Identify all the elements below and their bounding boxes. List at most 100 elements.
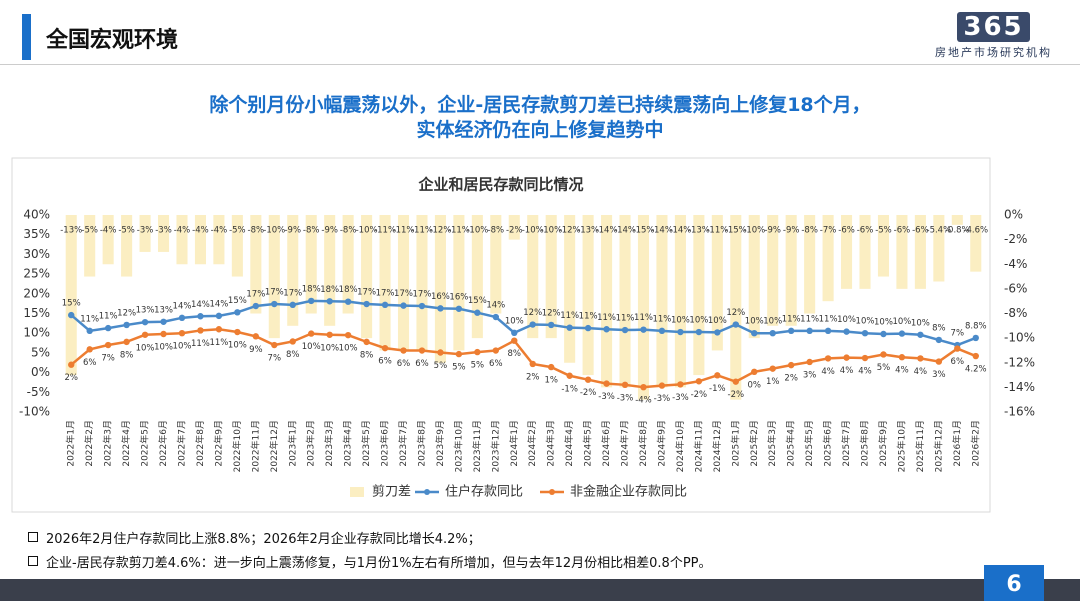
data-label: 5% (471, 361, 485, 371)
point (326, 331, 333, 338)
data-label: 5% (877, 363, 891, 373)
data-label: 11% (209, 338, 228, 348)
data-label: 5% (434, 361, 448, 371)
data-label: -14% (651, 226, 673, 236)
data-label: -8% (488, 226, 505, 236)
data-label: -2% (580, 388, 597, 398)
data-label: 17% (394, 289, 413, 299)
data-label: 12% (726, 308, 745, 318)
x-tick-label: 2024年12月 (711, 420, 723, 472)
point (787, 327, 795, 335)
x-tick-label: 2025年1月 (729, 420, 741, 467)
data-label: 14% (173, 301, 192, 311)
point (621, 381, 629, 389)
data-label: 8% (120, 350, 134, 360)
x-tick-label: 2022年7月 (175, 420, 187, 467)
data-label: 10% (892, 317, 911, 327)
data-label: -1% (561, 384, 578, 394)
data-label: 4% (840, 366, 854, 376)
data-label: 10% (320, 343, 339, 353)
data-label: -4.6% (963, 226, 988, 236)
legend-swatch (350, 487, 364, 497)
data-label: 17% (413, 290, 432, 300)
point (68, 361, 75, 368)
x-tick-label: 2026年2月 (969, 420, 981, 467)
data-label: -1% (709, 384, 726, 394)
x-tick-label: 2022年2月 (83, 420, 95, 467)
bar (527, 215, 539, 339)
bar (730, 215, 742, 400)
point (344, 298, 352, 305)
point (308, 330, 315, 337)
headline: 除个别月份小幅震荡以外，企业-居民存款剪刀差已持续震荡向上修复18个月， (209, 94, 871, 116)
data-label: 18% (320, 285, 339, 295)
data-label: -5% (118, 226, 135, 236)
x-tick-label: 2024年10月 (674, 420, 686, 472)
chart: 企业和居民存款同比情况 -10% -5% 0% 5% 10% 15% 20% 25% 30% 35… (11, 157, 991, 513)
data-label: -10% (743, 226, 765, 236)
data-label: -11% (374, 226, 396, 236)
point (86, 346, 93, 353)
point (511, 329, 518, 337)
bar (471, 215, 483, 339)
data-label: -14% (614, 226, 636, 236)
y-tick-label: 5% (31, 345, 50, 359)
point (511, 337, 518, 344)
data-label: -10% (263, 226, 285, 236)
bar (231, 215, 243, 277)
point (381, 301, 389, 309)
data-label: -5% (81, 226, 98, 236)
x-tick-label: 2025年11月 (914, 420, 926, 472)
data-label: 4% (914, 367, 928, 377)
x-tick-label: 2025年9月 (877, 420, 889, 467)
note: 企业-居民存款剪刀差4.6%：进一步向上震荡修复，与1月份1%左右有所增加，但与… (28, 552, 712, 571)
data-label: -5% (875, 226, 892, 236)
point (418, 302, 426, 310)
data-label: 16% (449, 292, 468, 302)
x-tick-label: 2023年1月 (286, 420, 298, 467)
bar (65, 215, 77, 376)
x-tick-label: 2024年8月 (637, 420, 649, 467)
bar (434, 215, 446, 363)
x-tick-label: 2025年12月 (932, 420, 944, 472)
point (935, 358, 943, 365)
y-tick-label: 25% (23, 267, 50, 281)
point (252, 333, 260, 340)
data-label: -8% (248, 226, 265, 236)
data-label: 11% (597, 313, 616, 323)
point (843, 328, 850, 335)
x-tick-label: 2022年9月 (212, 420, 224, 467)
point (603, 380, 610, 387)
bar (767, 215, 779, 326)
x-tick-label: 2024年2月 (526, 420, 538, 467)
legend-label: 剪刀差 (372, 484, 411, 500)
data-label: 17% (357, 288, 376, 298)
bar (970, 215, 982, 272)
data-label: 6% (397, 359, 411, 369)
x-tick-label: 2025年8月 (859, 420, 871, 467)
data-label: 15% (468, 296, 487, 306)
bar (674, 215, 686, 388)
y-tick-label: 0% (31, 365, 50, 379)
point (751, 330, 758, 337)
data-label: 4% (858, 367, 872, 377)
bar (841, 215, 853, 289)
point (474, 309, 481, 316)
y2-tick-label: -6% (1004, 281, 1027, 295)
data-label: -4% (174, 226, 191, 236)
bar (416, 215, 428, 351)
point (271, 341, 278, 349)
data-label: 11% (616, 314, 635, 324)
x-tick-label: 2025年5月 (803, 420, 815, 467)
data-label: 10% (745, 317, 764, 327)
x-tick-label: 2022年8月 (194, 420, 206, 467)
data-label: 8% (286, 350, 300, 360)
note-text: 企业-居民存款剪刀差4.6%：进一步向上震荡修复，与1月份1%左右有所增加，但与… (46, 556, 712, 571)
data-label: 1% (544, 376, 558, 386)
data-label: -9% (321, 226, 338, 236)
bar (877, 215, 890, 277)
y2-tick-label: -16% (1004, 405, 1035, 419)
point (695, 378, 703, 385)
headline: 实体经济仍在向上修复趋势中 (416, 119, 664, 141)
data-label: 10% (173, 342, 192, 352)
